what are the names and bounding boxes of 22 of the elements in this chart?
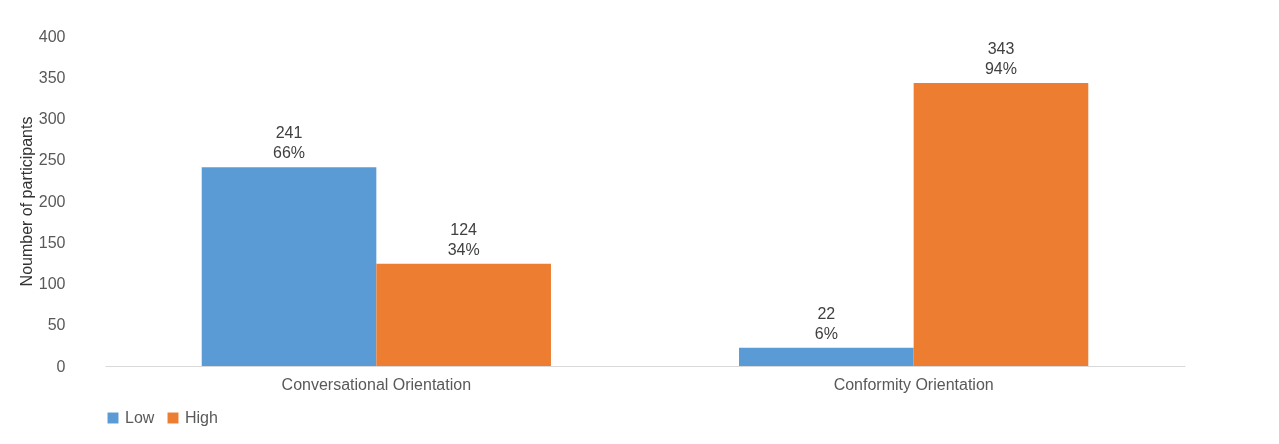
x-tick-label: Conformity Orientation [833, 375, 994, 393]
legend-label: Low [125, 409, 155, 426]
y-tick-label: 350 [38, 68, 66, 86]
y-tick-label: 300 [38, 110, 66, 127]
y-tick-label: 50 [47, 316, 66, 334]
y-tick-label: 100 [38, 275, 66, 292]
data-label: 241 66% [273, 124, 306, 162]
y-tick-label: 150 [38, 233, 66, 251]
data-label: 22 6% [814, 304, 838, 342]
bar [376, 263, 551, 366]
data-label: 343 94% [984, 40, 1017, 78]
data-label: 124 34% [447, 220, 480, 258]
legend-label: High [185, 409, 218, 426]
bar [913, 83, 1089, 366]
x-tick-label: Conversational Orientation [281, 375, 472, 393]
y-tick-label: 400 [38, 27, 66, 45]
y-tick-label: 250 [38, 151, 66, 169]
bar [739, 347, 914, 366]
y-axis-title: Noumber of participants [17, 116, 35, 287]
bar [201, 167, 377, 366]
y-tick-label: 0 [56, 357, 66, 375]
y-tick-label: 200 [38, 192, 66, 210]
